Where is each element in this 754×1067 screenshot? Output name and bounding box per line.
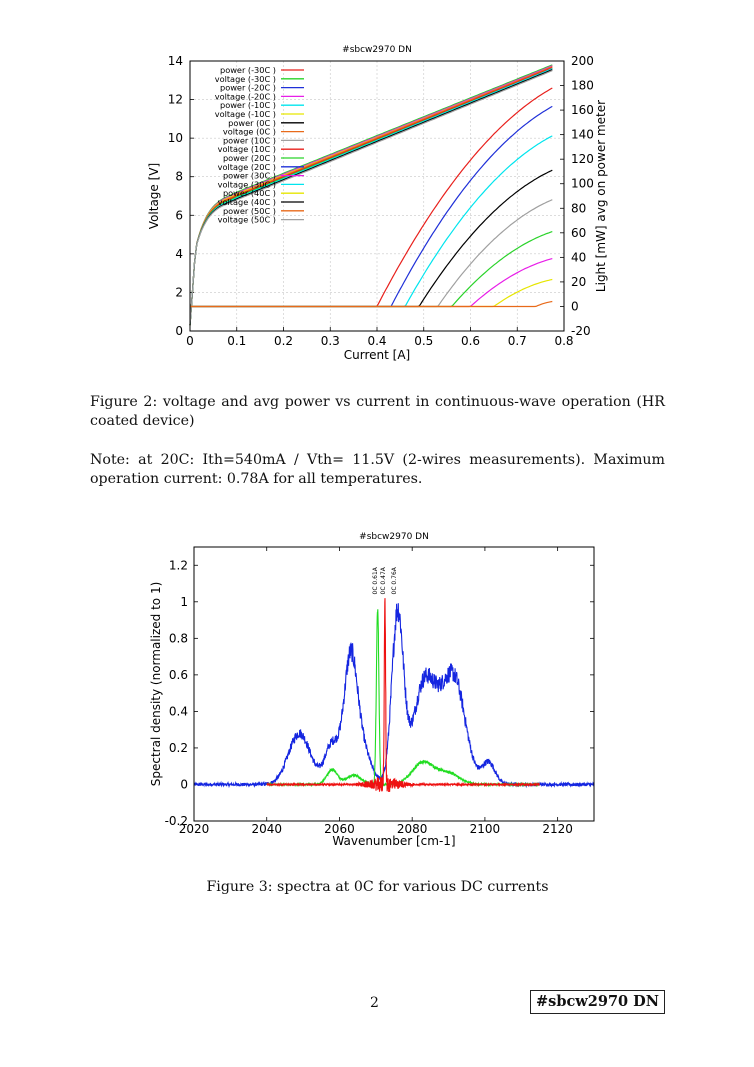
x-tick-label: 0.4 (367, 334, 386, 348)
figure-1-iv-curves: #sbcw2970 DN 0 0.1 0.2 0.3 0.4 0.5 0.6 0.7 0.8 0 2 4… (0, 38, 754, 368)
legend-label: voltage (20C ) (218, 162, 276, 172)
peak-annotation: 0C 0.61A (372, 566, 379, 594)
legend-label: power (50C ) (223, 206, 276, 216)
legend-label: voltage (40C ) (218, 197, 276, 207)
y-tick-label: 8 (175, 170, 183, 184)
x-tick-label: 0.2 (274, 334, 293, 348)
y2-axis-label: Light [mW] avg on power meter (594, 100, 608, 292)
page-number: 2 (370, 995, 379, 1011)
legend-label: power (30C ) (223, 171, 276, 181)
y-tick-label: 0.8 (169, 631, 188, 645)
voltage-curve (189, 68, 553, 326)
power-curve (190, 278, 553, 308)
legend-label: power (0C ) (228, 118, 276, 128)
legend-label: voltage (0C ) (223, 127, 276, 137)
x-tick-label: 2080 (397, 822, 428, 836)
x-tick-label: 2040 (251, 822, 282, 836)
y2-tick-label: 200 (571, 54, 594, 68)
legend-label: power (-10C ) (220, 100, 276, 110)
legend-label: power (40C ) (223, 188, 276, 198)
power-curve (190, 300, 553, 308)
y-tick-label: 1 (180, 595, 188, 609)
y-tick-label: 0 (180, 777, 188, 791)
spectrum-1 (266, 609, 540, 788)
y2-tick-label: 140 (571, 128, 594, 142)
voltage-curve (189, 64, 553, 326)
legend-label: voltage (-30C ) (215, 74, 276, 84)
voltage-curve (189, 69, 553, 326)
y-tick-label: 0.4 (169, 704, 188, 718)
legend-label: voltage (-20C ) (215, 91, 276, 101)
x-tick-label: 0.6 (461, 334, 480, 348)
y2-tick-label: 100 (571, 177, 594, 191)
y2-tick-label: 20 (571, 275, 586, 289)
spectrum-0 (193, 603, 594, 789)
y-tick-label: 10 (168, 131, 183, 145)
figure-1-caption: Figure 2: voltage and avg power vs curre… (90, 394, 665, 429)
y2-tick-label: 160 (571, 103, 594, 117)
y2-tick-label: 0 (571, 299, 579, 313)
peak-annotation: 0C 0.76A (391, 566, 398, 594)
y-tick-label: 1.2 (169, 558, 188, 572)
y-tick-label: 0.2 (169, 741, 188, 755)
x-tick-label: 2020 (179, 822, 210, 836)
y2-tick-label: 40 (571, 250, 586, 264)
x-tick-label: 0.8 (554, 334, 573, 348)
figure-2-spectra: #sbcw2970 DN 2020 2040 2060 2080 2100 2120 -0.2… (0, 525, 754, 855)
y2-tick-label: 80 (571, 201, 586, 215)
chart-title: #sbcw2970 DN (359, 532, 429, 542)
y-tick-label: 0 (175, 324, 183, 338)
y2-tick-label: 60 (571, 226, 586, 240)
y-tick-label: 0.6 (169, 668, 188, 682)
power-curve (190, 231, 553, 308)
voltage-curve (189, 67, 553, 326)
voltage-curve (189, 70, 553, 326)
y-axis-label: Spectral density (normalized to 1) (149, 582, 163, 787)
legend-label: power (10C ) (223, 135, 276, 145)
legend-label: power (-30C ) (220, 65, 276, 75)
voltage-curve (189, 65, 553, 326)
y-tick-label: 14 (168, 54, 183, 68)
figure-2-chart: #sbcw2970 DN 2020 2040 2060 2080 2100 2120 -0.2… (149, 532, 595, 848)
spectrum-2 (266, 598, 540, 793)
y-axis-label: Voltage [V] (147, 163, 161, 229)
x-axis-label: Wavenumber [cm-1] (332, 834, 455, 848)
power-curve (190, 258, 553, 308)
figure-1-chart: #sbcw2970 DN 0 0.1 0.2 0.3 0.4 0.5 0.6 0.7 0.8 0 2 4… (147, 45, 608, 362)
y-tick-label: 6 (175, 208, 183, 222)
plot-frame (189, 60, 565, 332)
x-tick-label: 0.7 (508, 334, 527, 348)
legend-label: power (-20C ) (220, 83, 276, 93)
threshold-note: Note: at 20C: Ith=540mA / Vth= 11.5V (2-… (90, 452, 665, 487)
figure-2-caption: Figure 3: spectra at 0C for various DC c… (206, 879, 549, 895)
x-tick-label: 0.5 (414, 334, 433, 348)
y-tick-label: 2 (175, 285, 183, 299)
legend-label: power (20C ) (223, 153, 276, 163)
legend-label: voltage (10C ) (218, 144, 276, 154)
legend-label: voltage (-10C ) (215, 109, 276, 119)
peak-annotation: 0C 0.47A (380, 566, 387, 594)
x-tick-label: 0.1 (227, 334, 246, 348)
legend-label: voltage (50C ) (218, 215, 276, 225)
y2-tick-label: 120 (571, 152, 594, 166)
y2-tick-label: 180 (571, 79, 594, 93)
x-tick-label: 0.3 (321, 334, 340, 348)
y-tick-label: 12 (168, 93, 183, 107)
x-tick-label: 2120 (542, 822, 573, 836)
page-tag: #sbcw2970 DN (530, 990, 665, 1014)
x-axis-label: Current [A] (344, 348, 410, 362)
plot-frame (193, 546, 595, 822)
y-tick-label: 4 (175, 247, 183, 261)
y2-tick-label: -20 (571, 324, 591, 338)
y-tick-label: -0.2 (165, 814, 188, 828)
voltage-curve (189, 66, 553, 326)
chart-title: #sbcw2970 DN (342, 45, 412, 55)
x-tick-label: 2100 (470, 822, 501, 836)
x-tick-label: 0 (186, 334, 194, 348)
legend-label: voltage (30C ) (218, 179, 276, 189)
x-tick-label: 2060 (324, 822, 355, 836)
